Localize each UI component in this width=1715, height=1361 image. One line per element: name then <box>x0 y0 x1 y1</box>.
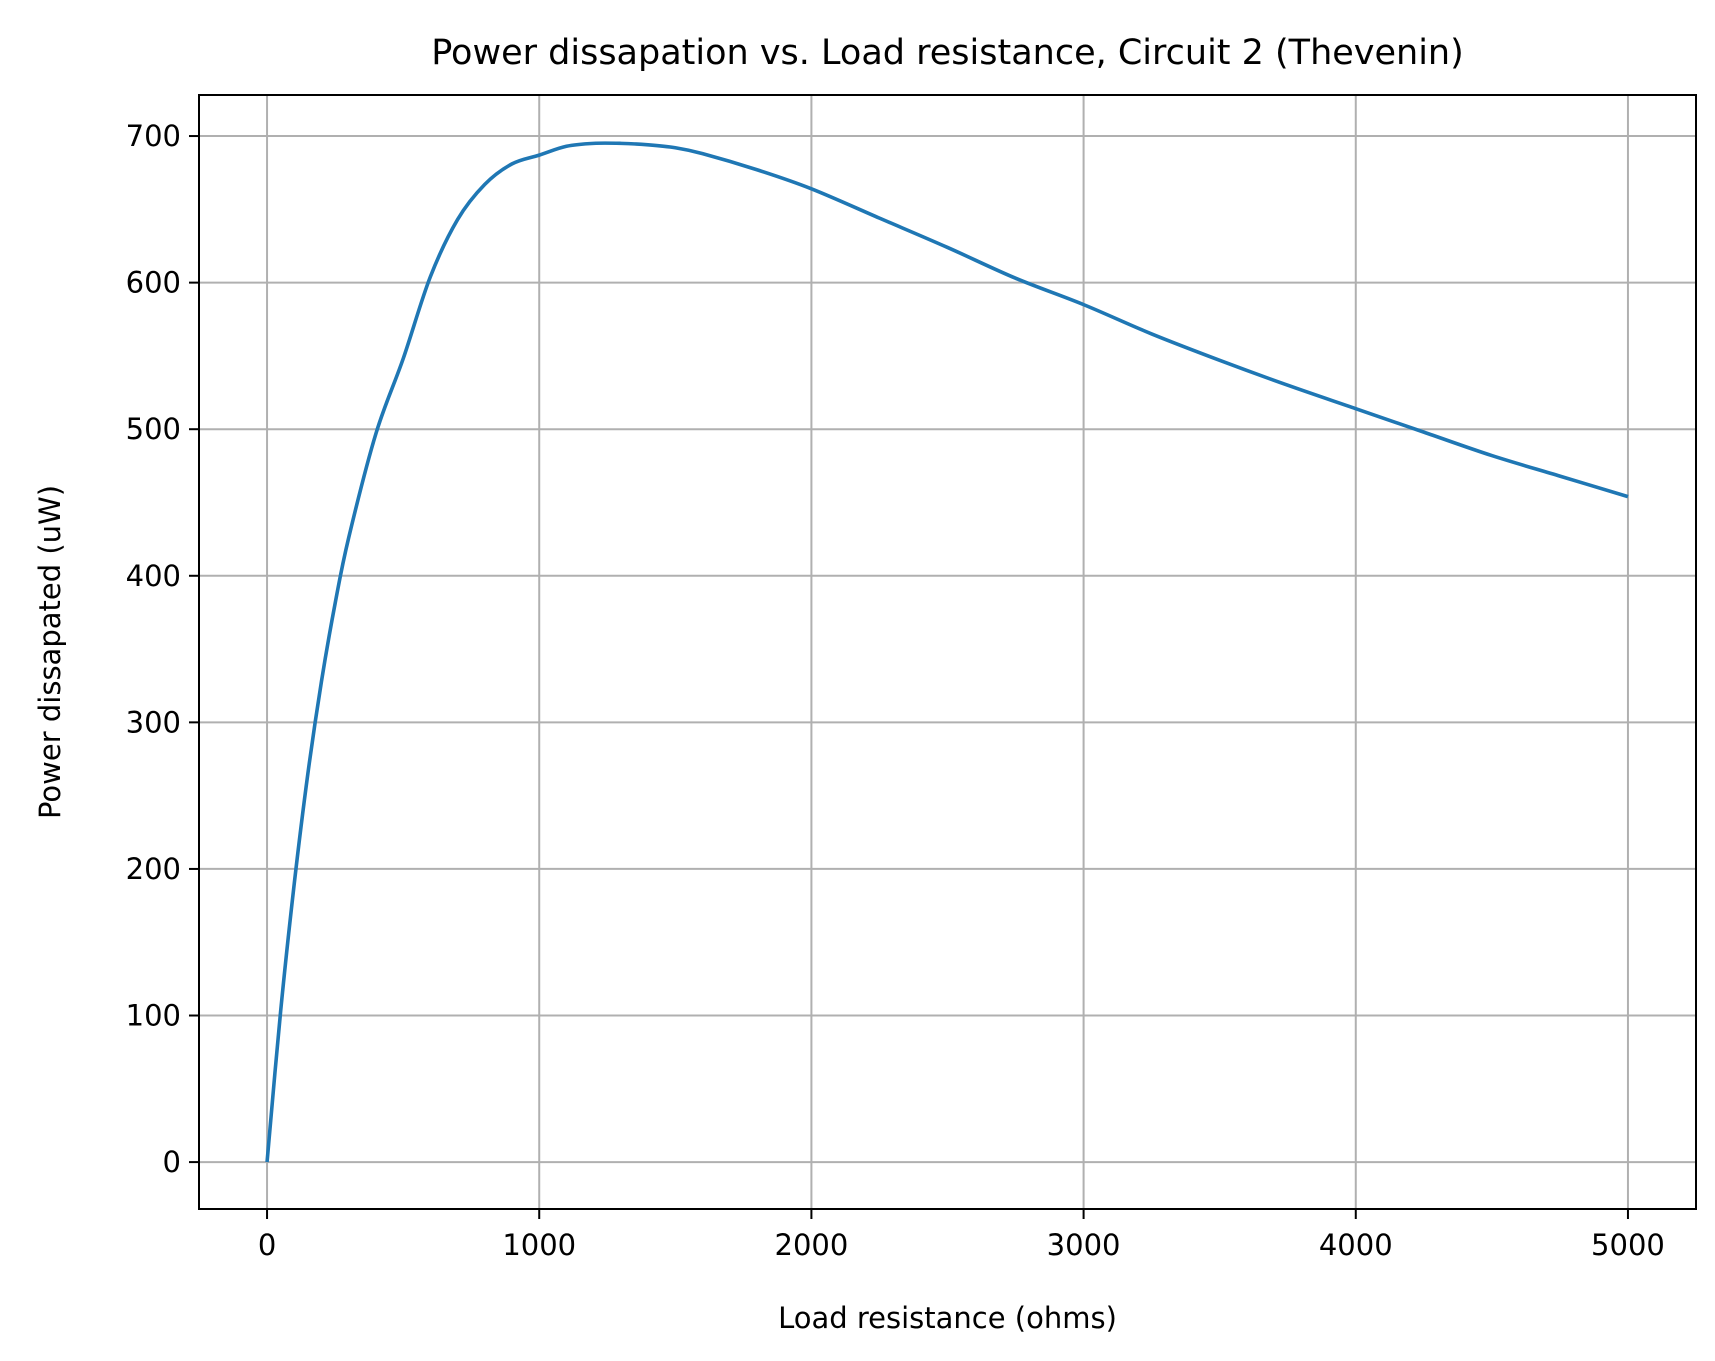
x-tick-label: 1000 <box>502 1228 576 1262</box>
y-axis-label: Power dissapated (uW) <box>33 485 67 819</box>
axes-frame <box>198 94 1697 1210</box>
y-tick-label: 700 <box>126 119 181 153</box>
x-tick-label: 0 <box>258 1228 276 1262</box>
x-tick-label: 5000 <box>1591 1228 1665 1262</box>
y-axis: 0 100 200 300 400 500 600 700 <box>126 119 199 1179</box>
grid <box>199 95 1696 1209</box>
y-tick-label: 100 <box>126 999 181 1033</box>
y-tick-label: 500 <box>126 412 181 446</box>
series-layer <box>265 141 1629 1163</box>
x-tick-label: 2000 <box>775 1228 849 1262</box>
x-tick-label: 4000 <box>1319 1228 1393 1262</box>
chart-title: Power dissapation vs. Load resistance, C… <box>431 33 1464 73</box>
y-tick-label: 300 <box>126 705 181 739</box>
y-tick-label: 400 <box>126 559 181 593</box>
series-line-1 <box>265 141 1629 1163</box>
y-tick-label: 200 <box>126 852 181 886</box>
x-axis: 0 1000 2000 3000 4000 5000 <box>258 1209 1665 1262</box>
y-tick-label: 0 <box>163 1145 181 1179</box>
x-axis-label: Load resistance (ohms) <box>778 1301 1117 1335</box>
y-tick-label: 600 <box>126 266 181 300</box>
x-tick-label: 3000 <box>1047 1228 1121 1262</box>
